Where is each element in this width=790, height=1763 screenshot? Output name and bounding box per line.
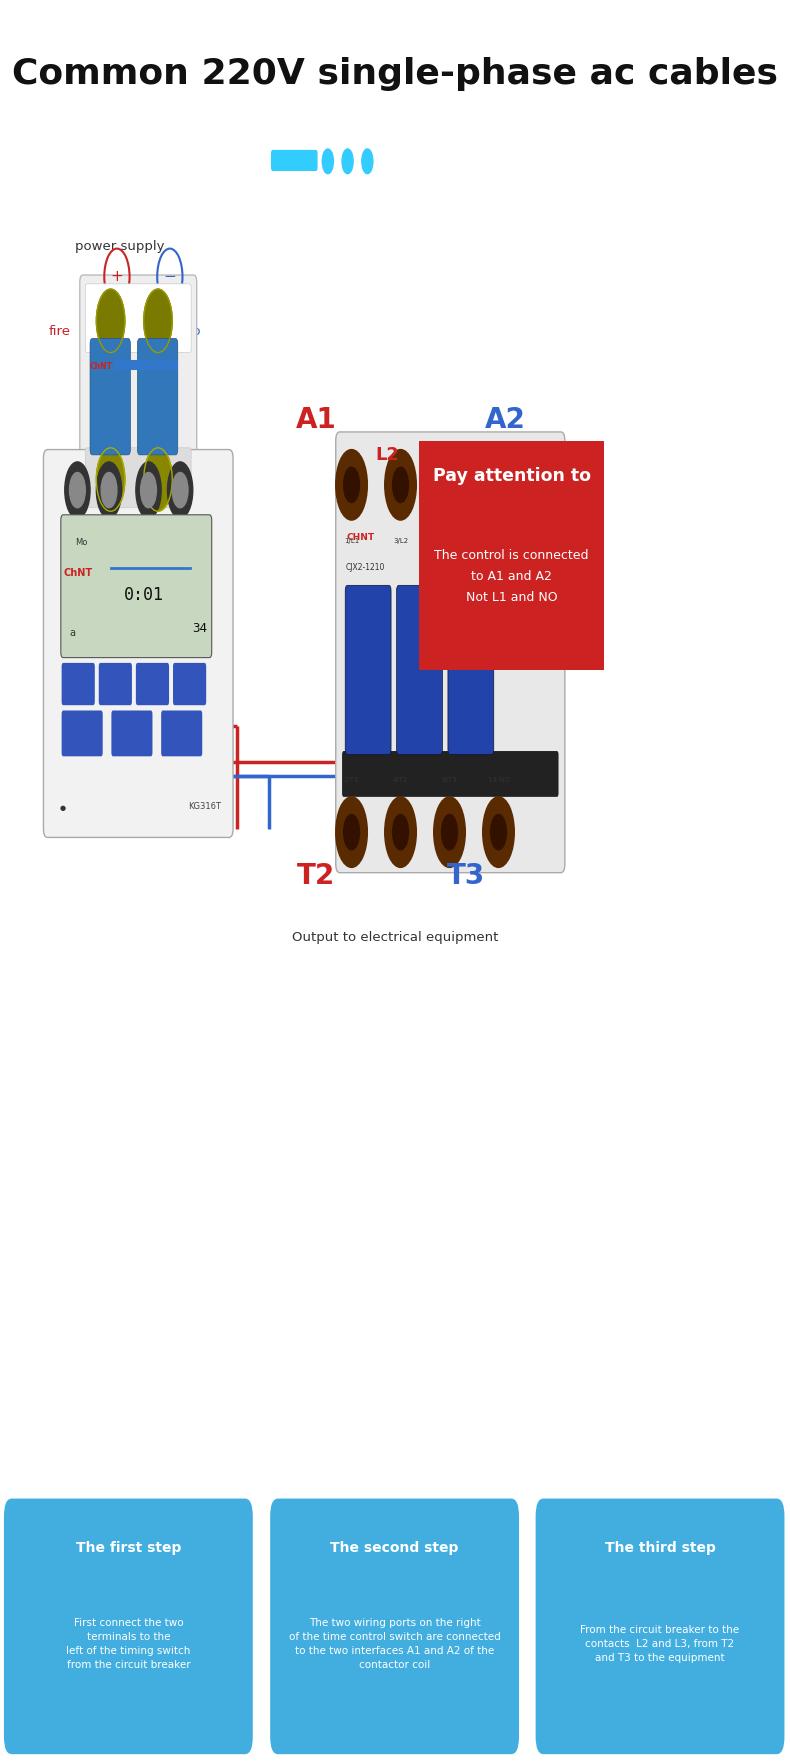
Text: From the circuit breaker to the
contacts  L2 and L3, from T2
and T3 to the equip: From the circuit breaker to the contacts…: [581, 1625, 739, 1663]
Circle shape: [434, 450, 465, 520]
Circle shape: [385, 450, 416, 520]
Circle shape: [322, 150, 333, 173]
FancyBboxPatch shape: [43, 450, 233, 837]
FancyBboxPatch shape: [62, 663, 95, 705]
Text: +: +: [111, 270, 123, 284]
Circle shape: [442, 815, 457, 850]
FancyBboxPatch shape: [345, 585, 391, 755]
Circle shape: [96, 462, 122, 518]
Circle shape: [362, 150, 373, 173]
Text: 0:01: 0:01: [124, 585, 164, 605]
Text: The third step: The third step: [604, 1541, 716, 1555]
Text: a: a: [70, 628, 76, 638]
FancyBboxPatch shape: [62, 710, 103, 756]
Circle shape: [136, 462, 161, 518]
Circle shape: [65, 462, 90, 518]
Text: zero: zero: [172, 324, 201, 338]
Text: A2: A2: [485, 405, 526, 434]
FancyBboxPatch shape: [85, 284, 191, 353]
Text: CJX2-1210: CJX2-1210: [346, 562, 386, 573]
Text: ●: ●: [59, 806, 66, 811]
Text: L2: L2: [375, 446, 399, 464]
Circle shape: [144, 448, 172, 511]
Text: 13 NO: 13 NO: [487, 538, 510, 543]
FancyBboxPatch shape: [271, 150, 318, 171]
Circle shape: [172, 472, 188, 508]
FancyBboxPatch shape: [397, 585, 442, 755]
Text: Output to electrical equipment: Output to electrical equipment: [292, 931, 498, 945]
FancyBboxPatch shape: [80, 275, 197, 518]
FancyBboxPatch shape: [270, 1499, 519, 1754]
Circle shape: [342, 150, 353, 173]
FancyBboxPatch shape: [419, 441, 604, 670]
Text: 4/T2: 4/T2: [393, 777, 408, 783]
Circle shape: [96, 289, 125, 353]
FancyBboxPatch shape: [99, 663, 132, 705]
FancyBboxPatch shape: [173, 663, 206, 705]
Circle shape: [70, 472, 85, 508]
FancyBboxPatch shape: [448, 585, 494, 755]
Text: 5/L3: 5/L3: [442, 538, 457, 543]
FancyBboxPatch shape: [161, 710, 202, 756]
Text: Pay attention to: Pay attention to: [433, 467, 590, 485]
Circle shape: [491, 467, 506, 502]
FancyBboxPatch shape: [342, 751, 559, 797]
Text: ChNT: ChNT: [89, 361, 112, 372]
FancyBboxPatch shape: [536, 1499, 784, 1754]
Text: 2/T1: 2/T1: [344, 777, 359, 783]
Circle shape: [491, 815, 506, 850]
FancyBboxPatch shape: [136, 663, 169, 705]
Text: T2: T2: [297, 862, 335, 890]
Text: Common 220V single-phase ac cables: Common 220V single-phase ac cables: [12, 56, 778, 92]
Circle shape: [167, 462, 193, 518]
Text: The control is connected
to A1 and A2
Not L1 and NO: The control is connected to A1 and A2 No…: [435, 548, 589, 605]
FancyBboxPatch shape: [90, 338, 130, 455]
Text: Mo: Mo: [75, 538, 88, 547]
FancyBboxPatch shape: [336, 432, 565, 873]
Circle shape: [483, 450, 514, 520]
Circle shape: [101, 472, 117, 508]
Circle shape: [483, 797, 514, 867]
Text: 1/L1: 1/L1: [344, 538, 359, 543]
Circle shape: [141, 472, 156, 508]
Text: The second step: The second step: [330, 1541, 459, 1555]
Circle shape: [144, 289, 172, 353]
Circle shape: [336, 450, 367, 520]
Text: T3: T3: [447, 862, 485, 890]
Bar: [115, 360, 178, 370]
Text: fire: fire: [48, 324, 70, 338]
Circle shape: [434, 797, 465, 867]
Text: L3: L3: [419, 446, 442, 464]
Circle shape: [344, 815, 359, 850]
FancyBboxPatch shape: [111, 710, 152, 756]
Circle shape: [336, 797, 367, 867]
Text: 34: 34: [193, 622, 207, 635]
Circle shape: [385, 797, 416, 867]
Circle shape: [442, 467, 457, 502]
Text: KG316T: KG316T: [188, 802, 221, 811]
Circle shape: [393, 467, 408, 502]
Text: −: −: [164, 270, 176, 284]
Text: CHNT: CHNT: [346, 532, 374, 543]
Circle shape: [344, 467, 359, 502]
Text: The first step: The first step: [76, 1541, 181, 1555]
FancyBboxPatch shape: [4, 1499, 253, 1754]
FancyBboxPatch shape: [137, 338, 178, 455]
Text: A1: A1: [295, 405, 337, 434]
Text: 3/L2: 3/L2: [393, 538, 408, 543]
FancyBboxPatch shape: [85, 448, 191, 508]
Text: First connect the two
terminals to the
left of the timing switch
from the circui: First connect the two terminals to the l…: [66, 1618, 190, 1670]
Text: 6/T3: 6/T3: [442, 777, 457, 783]
Text: ChNT: ChNT: [63, 568, 92, 578]
FancyBboxPatch shape: [61, 515, 212, 658]
Text: 14 NO: 14 NO: [487, 777, 510, 783]
Text: power supply: power supply: [75, 240, 164, 254]
Text: The two wiring ports on the right
of the time control switch are connected
to th: The two wiring ports on the right of the…: [288, 1618, 501, 1670]
Circle shape: [393, 815, 408, 850]
Circle shape: [96, 448, 125, 511]
